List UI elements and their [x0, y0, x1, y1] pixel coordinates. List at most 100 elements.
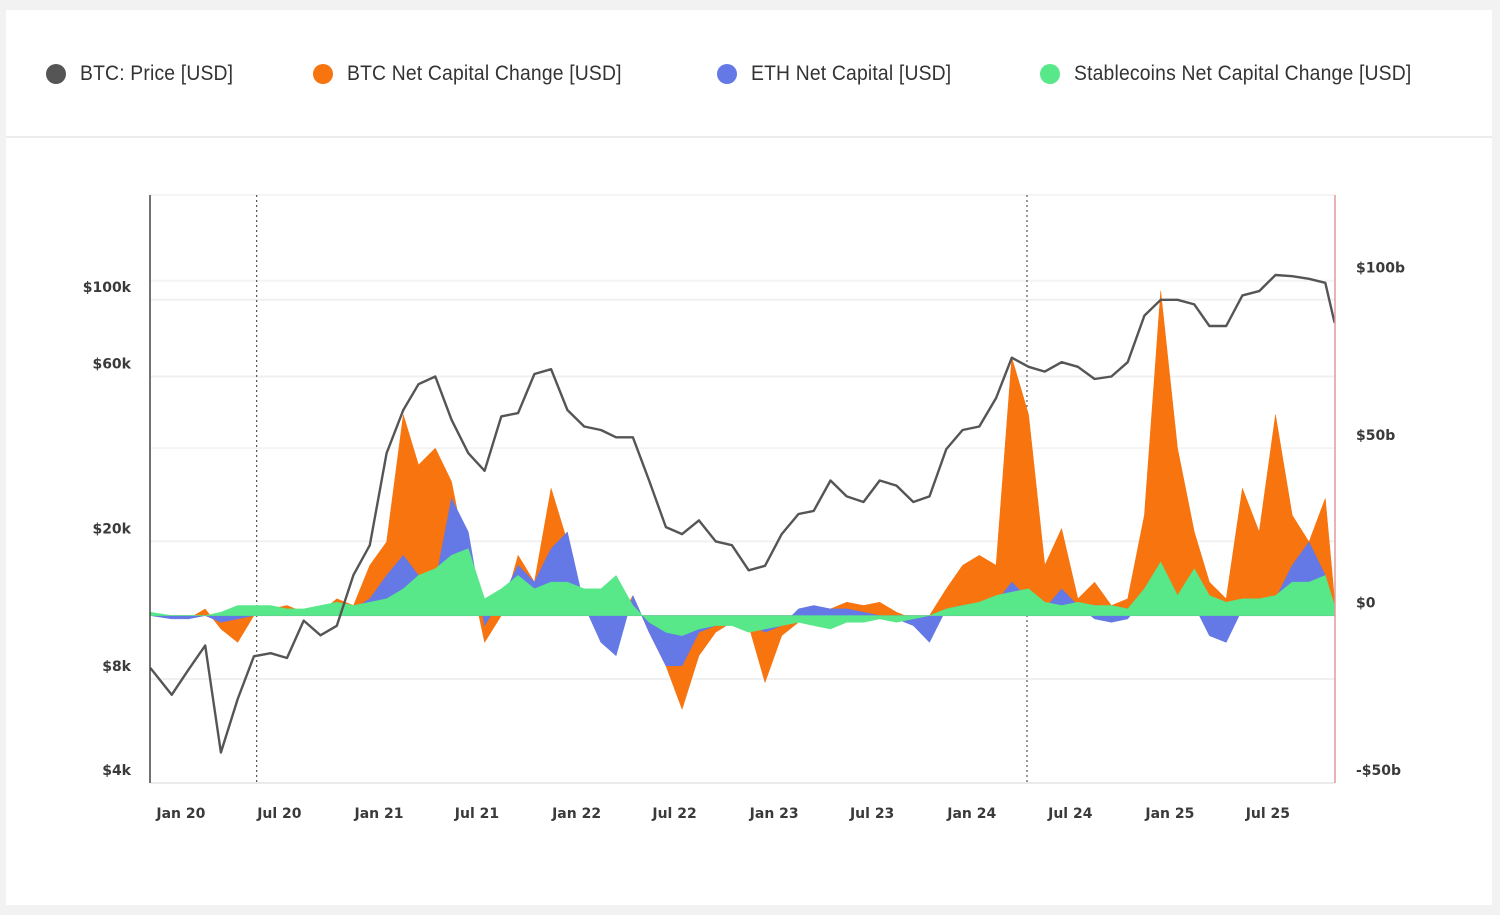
price-point	[764, 564, 766, 567]
x-tick-label: Jul 20	[256, 806, 302, 822]
price-point	[978, 425, 981, 428]
legend-dot-icon	[313, 64, 333, 84]
price-point	[187, 668, 190, 671]
price-point	[681, 533, 684, 535]
price-point	[434, 375, 437, 378]
price-point	[467, 452, 470, 455]
legend-dot-icon	[1040, 64, 1060, 84]
price-point	[385, 452, 388, 455]
price-point	[368, 544, 371, 547]
price-point	[500, 415, 503, 418]
price-point	[1043, 370, 1046, 373]
price-point	[517, 412, 520, 415]
left-tick-label: $60k	[92, 356, 131, 372]
price-point	[1193, 303, 1196, 306]
x-tick-label: Jan 20	[155, 806, 205, 822]
x-tick-label: Jul 25	[1245, 806, 1290, 822]
x-tick-label: Jul 22	[651, 806, 696, 822]
legend-label: Stablecoins Net Capital Change [USD]	[1074, 62, 1412, 85]
price-point	[812, 510, 815, 512]
price-point	[1060, 361, 1063, 364]
price-point	[1308, 277, 1310, 280]
right-tick-label: $100b	[1356, 261, 1405, 277]
x-tick-label: Jan 24	[946, 806, 996, 822]
price-point	[1324, 281, 1327, 284]
price-point	[1076, 365, 1079, 368]
legend-dot-icon	[717, 64, 737, 84]
right-tick-label: $50b	[1356, 428, 1395, 444]
price-point	[1093, 378, 1096, 380]
right-tick-label: -$50b	[1356, 763, 1401, 779]
price-point	[302, 619, 305, 622]
price-point	[286, 657, 288, 659]
legend-label: ETH Net Capital [USD]	[751, 62, 952, 85]
x-tick-label: Jan 23	[749, 806, 799, 822]
price-point	[1110, 375, 1113, 378]
price-point	[945, 448, 948, 450]
price-point	[1258, 290, 1261, 292]
price-point	[566, 409, 569, 411]
price-point	[631, 436, 634, 439]
price-point	[780, 533, 783, 535]
legend: BTC: Price [USD] BTC Net Capital Change …	[6, 10, 1492, 138]
price-point	[698, 519, 700, 522]
price-point	[402, 409, 405, 411]
price-point	[204, 644, 207, 647]
price-point	[533, 373, 536, 375]
price-point	[995, 397, 998, 399]
price-point	[615, 436, 617, 439]
legend-label: BTC Net Capital Change [USD]	[347, 62, 622, 85]
price-point	[483, 469, 486, 472]
price-point	[319, 634, 322, 637]
price-point	[220, 751, 222, 754]
legend-item-btc-price[interactable]: BTC: Price [USD]	[46, 60, 247, 88]
price-point	[1010, 356, 1013, 359]
x-tick-label: Jul 23	[849, 806, 894, 822]
price-point	[1241, 294, 1244, 297]
price-point	[1126, 361, 1129, 364]
price-point	[1176, 298, 1179, 301]
price-point	[664, 526, 667, 528]
price-point	[583, 425, 586, 428]
series-area-0	[149, 290, 1335, 711]
price-point	[878, 479, 881, 482]
x-tick-label: Jul 21	[454, 806, 499, 822]
price-point	[845, 495, 848, 498]
right-tick-label: $0	[1356, 596, 1376, 612]
chart-card: BTC: Price [USD] BTC Net Capital Change …	[6, 10, 1492, 905]
price-point	[714, 540, 717, 543]
legend-dot-icon	[46, 64, 66, 84]
price-point	[912, 501, 915, 503]
price-point	[928, 495, 931, 498]
x-tick-label: Jan 25	[1144, 806, 1194, 822]
price-point	[236, 698, 239, 700]
price-point	[961, 429, 964, 431]
left-tick-label: $4k	[102, 763, 131, 779]
price-point	[352, 573, 355, 576]
legend-item-btc-net-capital[interactable]: BTC Net Capital Change [USD]	[313, 60, 646, 88]
price-point	[269, 652, 272, 655]
price-point	[731, 544, 733, 547]
price-point	[417, 383, 420, 386]
price-point	[550, 368, 553, 371]
price-point	[450, 418, 453, 421]
x-tick-label: Jul 24	[1047, 806, 1093, 822]
left-tick-label: $20k	[92, 521, 131, 537]
price-point	[829, 479, 832, 482]
price-point	[253, 655, 255, 658]
price-point	[1159, 298, 1162, 301]
legend-item-stablecoins-net-capital[interactable]: Stablecoins Net Capital Change [USD]	[1040, 60, 1441, 88]
price-point	[895, 484, 898, 487]
price-point	[1027, 365, 1030, 368]
price-point	[600, 429, 602, 431]
price-point	[862, 501, 865, 503]
price-point	[1274, 274, 1277, 276]
legend-label: BTC: Price [USD]	[80, 62, 234, 85]
price-point	[1291, 275, 1294, 278]
price-point	[1208, 325, 1211, 327]
x-tick-label: Jan 22	[551, 806, 601, 822]
legend-item-eth-net-capital[interactable]: ETH Net Capital [USD]	[717, 60, 969, 88]
price-point	[170, 693, 173, 696]
price-point	[747, 569, 750, 572]
